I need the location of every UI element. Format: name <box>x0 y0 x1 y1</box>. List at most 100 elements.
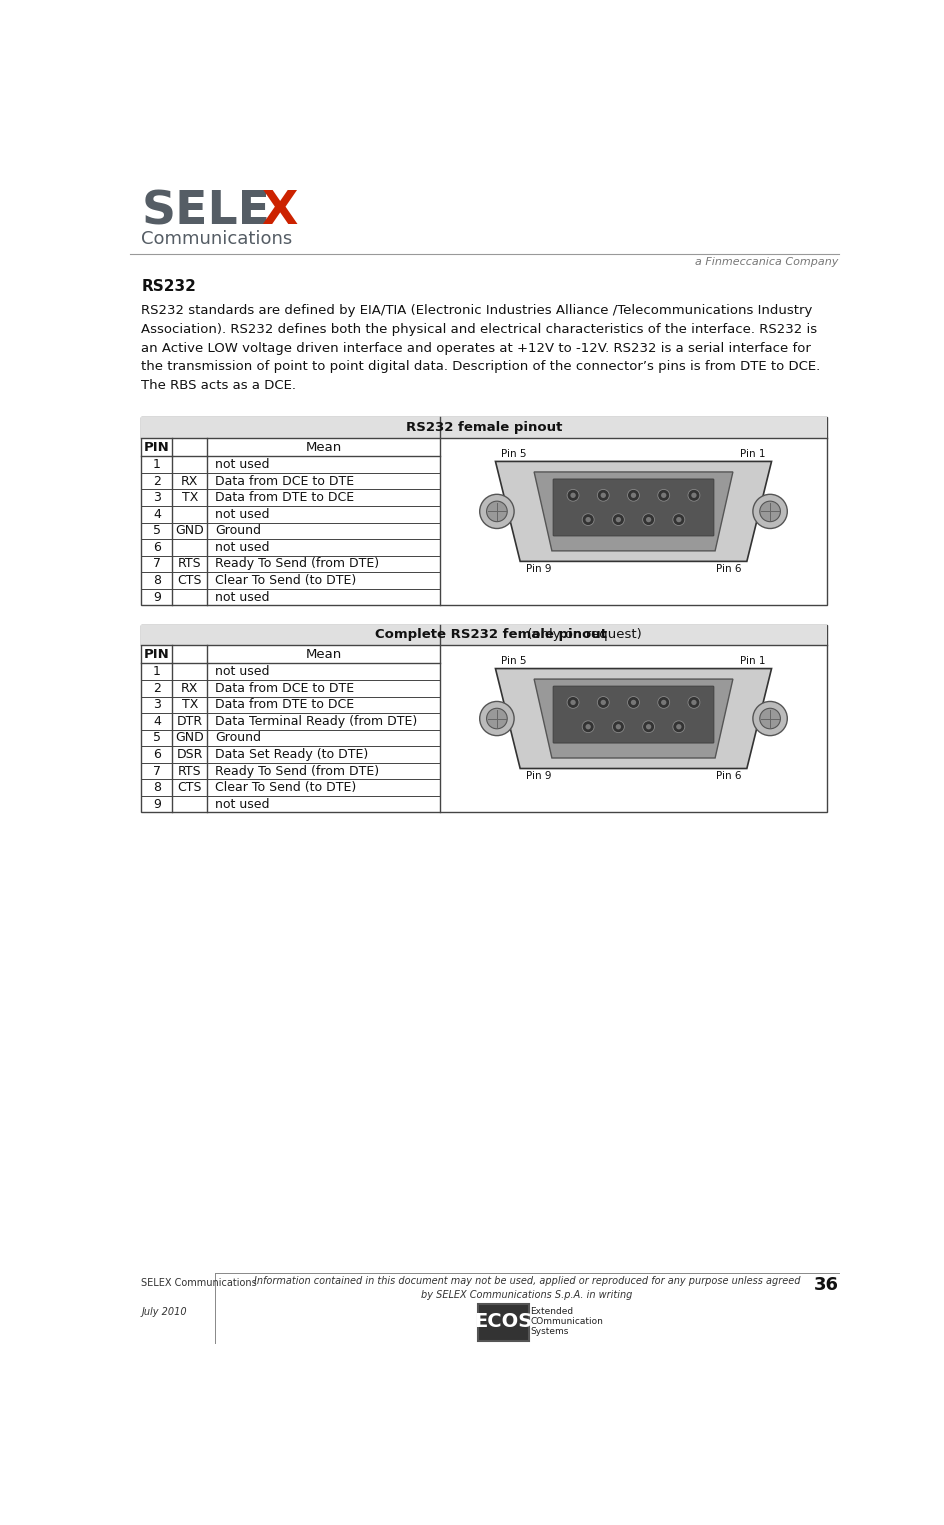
Text: RX: RX <box>181 474 198 488</box>
Circle shape <box>675 724 681 729</box>
Text: Association). RS232 defines both the physical and electrical characteristics of : Association). RS232 defines both the phy… <box>142 323 817 336</box>
Text: by SELEX Communications S.p.A. in writing: by SELEX Communications S.p.A. in writin… <box>421 1290 632 1301</box>
Circle shape <box>687 697 700 708</box>
Circle shape <box>582 721 594 732</box>
Circle shape <box>486 708 507 729</box>
Text: GND: GND <box>176 525 204 537</box>
Circle shape <box>570 493 575 499</box>
Polygon shape <box>495 462 770 561</box>
Text: Ready To Send (from DTE): Ready To Send (from DTE) <box>215 764 379 778</box>
Text: not used: not used <box>215 590 269 604</box>
Text: Data Set Ready (to DTE): Data Set Ready (to DTE) <box>215 749 368 761</box>
FancyBboxPatch shape <box>552 686 713 743</box>
Text: Pin 6: Pin 6 <box>715 770 740 781</box>
Text: DSR: DSR <box>177 749 203 761</box>
Circle shape <box>675 517 681 522</box>
Text: PIN: PIN <box>143 648 170 660</box>
Text: Information contained in this document may not be used, applied or reproduced fo: Information contained in this document m… <box>253 1276 800 1287</box>
Text: not used: not used <box>215 665 269 679</box>
Circle shape <box>687 490 700 502</box>
Text: Pin 9: Pin 9 <box>526 564 551 573</box>
Text: RS232 female pinout: RS232 female pinout <box>406 421 562 435</box>
Text: Clear To Send (to DTE): Clear To Send (to DTE) <box>215 573 356 587</box>
Text: 3: 3 <box>153 698 160 711</box>
Text: a Finmeccanica Company: a Finmeccanica Company <box>695 256 838 267</box>
Text: Pin 1: Pin 1 <box>739 656 765 666</box>
Text: 1: 1 <box>153 665 160 679</box>
Text: CTS: CTS <box>177 781 202 795</box>
Bar <box>142 418 826 438</box>
Text: PIN: PIN <box>143 441 170 454</box>
Circle shape <box>480 702 514 735</box>
Circle shape <box>631 700 635 705</box>
Text: Extended: Extended <box>530 1307 573 1316</box>
Text: Data from DCE to DTE: Data from DCE to DTE <box>215 682 354 695</box>
Text: X: X <box>261 189 297 235</box>
Text: an Active LOW voltage driven interface and operates at +12V to -12V. RS232 is a : an Active LOW voltage driven interface a… <box>142 342 810 355</box>
Text: 7: 7 <box>153 764 160 778</box>
Circle shape <box>612 514 624 526</box>
Text: the transmission of point to point digital data. Description of the connector’s : the transmission of point to point digit… <box>142 360 819 374</box>
Bar <box>142 625 826 645</box>
Text: Ready To Send (from DTE): Ready To Send (from DTE) <box>215 558 379 570</box>
Circle shape <box>566 697 579 708</box>
FancyBboxPatch shape <box>552 479 713 535</box>
Text: The RBS acts as a DCE.: The RBS acts as a DCE. <box>142 380 296 392</box>
Text: not used: not used <box>215 458 269 471</box>
Text: 3: 3 <box>153 491 160 505</box>
Text: RS232 standards are defined by EIA/TIA (Electronic Industries Alliance /Telecomm: RS232 standards are defined by EIA/TIA (… <box>142 303 812 317</box>
Text: 6: 6 <box>153 541 160 554</box>
Circle shape <box>615 517 620 522</box>
Circle shape <box>646 724 650 729</box>
Polygon shape <box>495 668 770 769</box>
Text: Data from DCE to DTE: Data from DCE to DTE <box>215 474 354 488</box>
Circle shape <box>480 494 514 529</box>
Text: 5: 5 <box>153 732 160 744</box>
Circle shape <box>582 514 594 526</box>
Text: 4: 4 <box>153 715 160 727</box>
Text: SELEX Communications: SELEX Communications <box>142 1278 257 1289</box>
Text: Pin 1: Pin 1 <box>739 450 765 459</box>
Circle shape <box>570 700 575 705</box>
Text: Ground: Ground <box>215 732 261 744</box>
Text: Complete RS232 female pinout: Complete RS232 female pinout <box>375 628 607 642</box>
Text: Pin 5: Pin 5 <box>500 656 526 666</box>
Text: CTS: CTS <box>177 573 202 587</box>
Circle shape <box>672 514 684 526</box>
Text: 4: 4 <box>153 508 160 522</box>
Text: GND: GND <box>176 732 204 744</box>
Text: not used: not used <box>215 541 269 554</box>
Text: Ground: Ground <box>215 525 261 537</box>
Circle shape <box>486 502 507 522</box>
Text: RTS: RTS <box>177 558 201 570</box>
Circle shape <box>661 700 666 705</box>
Bar <box>142 418 826 605</box>
Text: Communications: Communications <box>142 230 293 249</box>
Circle shape <box>752 702 786 735</box>
Circle shape <box>600 700 605 705</box>
Text: Mean: Mean <box>305 441 342 454</box>
Text: DTR: DTR <box>177 715 203 727</box>
Text: TX: TX <box>181 491 198 505</box>
Circle shape <box>690 700 696 705</box>
Text: ECOS: ECOS <box>474 1313 531 1331</box>
Text: Pin 6: Pin 6 <box>715 564 740 573</box>
Text: Data Terminal Ready (from DTE): Data Terminal Ready (from DTE) <box>215 715 417 727</box>
Text: COmmunication: COmmunication <box>530 1318 602 1327</box>
Circle shape <box>672 721 684 732</box>
Circle shape <box>585 724 590 729</box>
Text: RTS: RTS <box>177 764 201 778</box>
Circle shape <box>657 490 669 502</box>
Bar <box>478 1304 529 1340</box>
Circle shape <box>752 494 786 529</box>
Bar <box>142 625 826 813</box>
Text: 8: 8 <box>153 781 160 795</box>
Circle shape <box>759 708 780 729</box>
Text: 36: 36 <box>813 1276 838 1295</box>
Text: not used: not used <box>215 798 269 811</box>
Circle shape <box>615 724 620 729</box>
Text: RX: RX <box>181 682 198 695</box>
Circle shape <box>642 721 654 732</box>
Circle shape <box>690 493 696 499</box>
Circle shape <box>631 493 635 499</box>
